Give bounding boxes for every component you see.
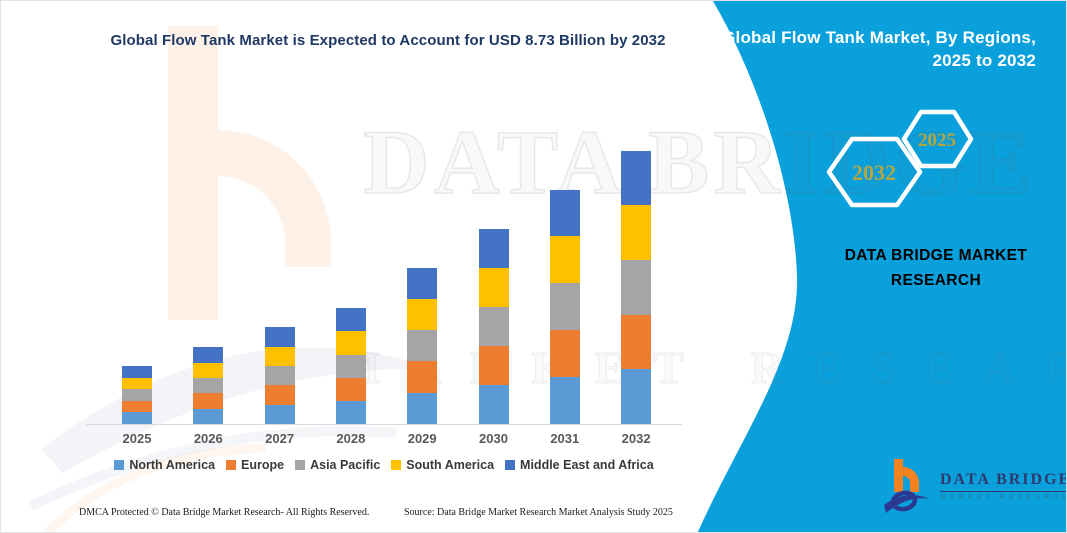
bar-2027 xyxy=(264,327,295,424)
segment-middle-east-and-africa xyxy=(478,228,509,268)
segment-europe xyxy=(264,385,295,405)
dmca-notice: DMCA Protected © Data Bridge Market Rese… xyxy=(79,507,370,518)
segment-middle-east-and-africa xyxy=(407,267,438,299)
x-axis-line xyxy=(86,424,682,425)
legend-swatch-icon xyxy=(391,460,402,470)
segment-asia-pacific xyxy=(193,378,224,394)
legend-label: South America xyxy=(406,458,495,472)
legend-swatch-icon xyxy=(505,460,516,470)
segment-south-america xyxy=(122,377,152,390)
legend-item-middle-east-and-africa: Middle East and Africa xyxy=(505,458,654,472)
legend-item-asia-pacific: Asia Pacific xyxy=(295,458,380,472)
hexagon-year-2025: 2025 xyxy=(918,130,956,151)
x-tick-2026: 2026 xyxy=(193,431,223,446)
segment-europe xyxy=(122,400,152,413)
segment-middle-east-and-africa xyxy=(264,327,295,347)
bar-2026 xyxy=(193,347,224,424)
segment-north-america xyxy=(193,408,224,424)
logo-brand-text: DATA BRIDGE xyxy=(940,471,1066,492)
legend-swatch-icon xyxy=(295,460,306,470)
side-panel-title-line1: Global Flow Tank Market, By Regions, xyxy=(722,28,1036,47)
side-panel-title-line2: 2025 to 2032 xyxy=(932,50,1036,70)
brand-caption-line2: RESEARCH xyxy=(890,271,982,289)
year-hexagons: 2032 2025 xyxy=(826,109,974,208)
segment-asia-pacific xyxy=(621,259,652,315)
side-panel-title: Global Flow Tank Market, By Regions, 202… xyxy=(716,27,1036,73)
bar-2028 xyxy=(335,308,366,424)
segment-asia-pacific xyxy=(478,306,509,346)
segment-north-america xyxy=(335,400,366,424)
data-bridge-logo: DATA BRIDGE MARKET RESEARCH xyxy=(884,459,1067,517)
segment-middle-east-and-africa xyxy=(193,347,224,363)
bar-2025 xyxy=(122,366,152,424)
chart-title: Global Flow Tank Market is Expected to A… xyxy=(110,32,666,49)
segment-middle-east-and-africa xyxy=(122,366,152,378)
legend-item-south-america: South America xyxy=(391,458,494,472)
segment-south-america xyxy=(335,331,366,355)
source-note: Source: Data Bridge Market Research Mark… xyxy=(404,507,673,518)
segment-middle-east-and-africa xyxy=(335,308,366,332)
segment-middle-east-and-africa xyxy=(621,151,652,206)
brand-caption: DATA BRIDGE MARKET RESEARCH xyxy=(821,244,1051,294)
segment-south-america xyxy=(193,362,224,379)
bar-2032 xyxy=(621,151,652,424)
segment-asia-pacific xyxy=(407,330,438,362)
segment-europe xyxy=(193,393,224,409)
segment-europe xyxy=(407,361,438,393)
segment-asia-pacific xyxy=(335,354,366,378)
segment-south-america xyxy=(621,205,652,260)
legend-swatch-icon xyxy=(114,460,125,470)
legend-label: North America xyxy=(129,458,216,472)
legend-label: Asia Pacific xyxy=(310,458,381,472)
x-tick-2032: 2032 xyxy=(621,431,651,446)
segment-north-america xyxy=(549,377,580,424)
legend-item-europe: Europe xyxy=(226,458,284,472)
segment-south-america xyxy=(407,298,438,331)
x-tick-2025: 2025 xyxy=(122,431,152,446)
segment-asia-pacific xyxy=(122,389,152,401)
segment-europe xyxy=(335,377,366,401)
logo-b-icon xyxy=(884,459,930,513)
segment-south-america xyxy=(478,267,509,307)
bar-2029 xyxy=(407,267,438,424)
segment-europe xyxy=(621,314,652,370)
segment-north-america xyxy=(264,404,295,424)
bar-2031 xyxy=(549,190,580,424)
legend-label: Middle East and Africa xyxy=(520,458,654,472)
legend-swatch-icon xyxy=(226,460,237,470)
legend-item-north-america: North America xyxy=(114,458,215,472)
segment-south-america xyxy=(264,346,295,366)
segment-north-america xyxy=(407,392,438,424)
brand-caption-line1: DATA BRIDGE MARKET xyxy=(844,247,1028,264)
segment-asia-pacific xyxy=(549,283,580,331)
x-tick-2028: 2028 xyxy=(336,431,366,446)
bar-2030 xyxy=(478,228,509,424)
legend-label: Europe xyxy=(241,458,285,472)
logo-sub-text: MARKET RESEARCH xyxy=(940,494,1067,501)
segment-europe xyxy=(549,330,580,378)
segment-middle-east-and-africa xyxy=(549,190,580,237)
stacked-bar-plot xyxy=(86,151,682,424)
segment-south-america xyxy=(549,236,580,284)
segment-asia-pacific xyxy=(264,365,295,386)
segment-north-america xyxy=(621,369,652,424)
x-tick-2030: 2030 xyxy=(479,431,508,446)
segment-europe xyxy=(478,345,509,385)
hexagon-year-2032: 2032 xyxy=(852,160,896,185)
x-tick-2029: 2029 xyxy=(407,431,437,446)
x-tick-2027: 2027 xyxy=(265,431,295,446)
segment-north-america xyxy=(478,384,509,424)
x-tick-2031: 2031 xyxy=(550,431,580,446)
chart-legend: North America Europe Asia Pacific South Ame… xyxy=(86,458,682,472)
segment-north-america xyxy=(122,412,152,424)
